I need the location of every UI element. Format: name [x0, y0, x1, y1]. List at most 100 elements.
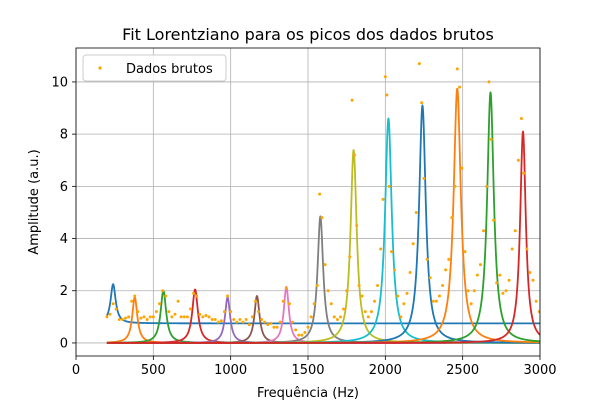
raw-data-point — [229, 310, 233, 314]
raw-data-point — [123, 316, 127, 320]
raw-data-point — [232, 317, 236, 321]
raw-data-point — [492, 218, 496, 222]
x-tick-label: 3000 — [523, 363, 556, 378]
raw-data-point — [167, 310, 171, 314]
y-tick-label: 8 — [60, 128, 68, 143]
raw-data-point — [114, 307, 118, 311]
raw-data-point — [315, 284, 319, 288]
raw-data-point — [437, 294, 441, 298]
raw-data-point — [323, 263, 327, 267]
raw-data-point — [472, 289, 476, 293]
raw-data-point — [338, 315, 342, 319]
raw-data-point — [478, 263, 482, 267]
y-axis-label: Amplitude (a.u.) — [27, 149, 42, 254]
raw-data-point — [142, 315, 146, 319]
y-tick-label: 2 — [60, 284, 68, 299]
raw-data-point — [420, 101, 424, 105]
raw-data-point — [188, 307, 192, 311]
raw-data-point — [210, 317, 214, 321]
raw-data-point — [275, 325, 279, 329]
raw-data-point — [158, 302, 162, 306]
raw-data-point — [487, 80, 491, 84]
raw-data-points — [105, 62, 540, 337]
raw-data-point — [390, 250, 394, 254]
raw-data-point — [350, 98, 354, 102]
raw-data-point — [195, 294, 199, 298]
raw-data-point — [335, 317, 339, 321]
raw-data-point — [504, 289, 508, 293]
y-tick-label: 0 — [60, 336, 68, 351]
raw-data-point — [204, 314, 208, 318]
raw-data-point — [226, 294, 230, 298]
raw-data-point — [475, 273, 479, 277]
raw-data-point — [120, 317, 124, 321]
raw-data-point — [284, 286, 288, 290]
raw-data-point — [360, 294, 364, 298]
raw-data-point — [136, 310, 140, 314]
raw-data-point — [450, 216, 454, 220]
raw-data-point — [198, 312, 202, 316]
raw-data-point — [213, 317, 217, 321]
raw-data-point — [260, 317, 264, 321]
raw-data-point — [185, 315, 189, 319]
chart-title: Fit Lorentziano para os picos dos dados … — [122, 25, 494, 44]
raw-data-point — [357, 284, 361, 288]
raw-data-point — [253, 299, 257, 303]
raw-data-point — [148, 315, 152, 319]
raw-data-point — [219, 319, 223, 323]
raw-data-point — [170, 315, 174, 319]
raw-data-point — [332, 315, 336, 319]
legend-box — [82, 54, 227, 82]
raw-data-point — [522, 171, 526, 175]
raw-data-point — [453, 184, 457, 188]
raw-data-point — [489, 137, 493, 141]
raw-data-point — [516, 158, 520, 162]
raw-data-point — [405, 291, 409, 295]
raw-data-point — [329, 302, 333, 306]
raw-data-point — [176, 299, 180, 303]
raw-data-point — [300, 333, 304, 337]
raw-data-point — [297, 333, 301, 337]
x-tick-label: 1500 — [291, 363, 324, 378]
raw-data-point — [312, 302, 316, 306]
raw-data-point — [469, 302, 473, 306]
raw-data-point — [417, 62, 421, 66]
raw-data-point — [266, 323, 270, 327]
fit-curves — [106, 87, 540, 344]
raw-data-point — [161, 289, 165, 293]
raw-data-point — [182, 315, 186, 319]
raw-data-point — [326, 289, 330, 293]
raw-data-point — [411, 242, 415, 246]
raw-data-point — [291, 320, 295, 324]
raw-data-point — [287, 302, 291, 306]
y-tick-label: 6 — [60, 180, 68, 195]
y-tick-label: 4 — [60, 232, 68, 247]
raw-data-point — [108, 312, 112, 316]
raw-data-point — [348, 255, 352, 259]
raw-data-point — [396, 294, 400, 298]
raw-data-point — [207, 315, 211, 319]
raw-data-point — [387, 184, 391, 188]
x-tick-label: 2500 — [446, 363, 479, 378]
x-tick-label: 500 — [141, 363, 166, 378]
raw-data-point — [216, 320, 220, 324]
raw-data-point — [117, 317, 121, 321]
x-axis-label: Frequência (Hz) — [257, 386, 359, 400]
raw-data-point — [458, 85, 462, 89]
raw-data-point — [303, 331, 307, 335]
y-axis-ticks: 0 2 4 6 8 10 — [51, 75, 76, 351]
raw-data-point — [164, 294, 168, 298]
raw-data-point — [414, 210, 418, 214]
raw-data-point — [179, 315, 183, 319]
raw-data-point — [130, 299, 134, 303]
raw-data-point — [466, 289, 470, 293]
x-tick-label: 1000 — [214, 363, 247, 378]
raw-data-point — [447, 257, 451, 261]
raw-data-point — [383, 75, 387, 79]
y-tick-label: 10 — [51, 75, 68, 90]
raw-data-point — [463, 250, 467, 254]
raw-data-point — [408, 270, 412, 274]
raw-data-point — [482, 229, 486, 233]
raw-data-point — [513, 229, 517, 233]
